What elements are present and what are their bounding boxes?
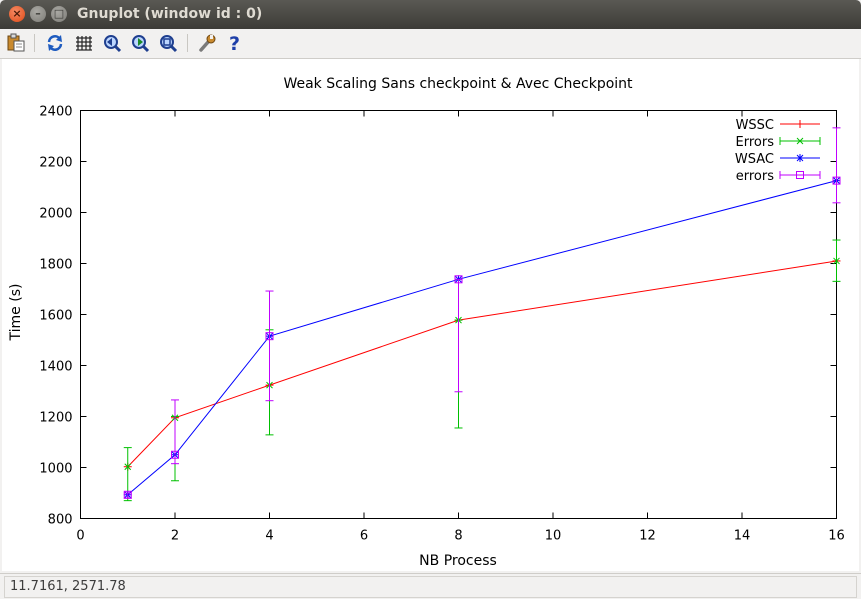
x-axis-label: NB Process	[419, 553, 497, 569]
zoom-next-icon	[132, 35, 150, 53]
close-window-button[interactable]: ×	[9, 6, 25, 22]
legend-marker	[796, 120, 804, 128]
y-tick-label: 2200	[39, 156, 72, 171]
series-errors	[123, 127, 841, 499]
y-tick-label: 800	[48, 513, 73, 528]
title-bar[interactable]: × – □ Gnuplot (window id : 0)	[0, 0, 861, 29]
series-line	[127, 180, 837, 496]
error-bar	[832, 127, 841, 204]
x-tick-label: 4	[265, 529, 273, 544]
data-point	[171, 450, 179, 459]
mouse-coordinates: 11.7161, 2571.78	[10, 579, 126, 594]
chart-svg[interactable]: Weak Scaling Sans checkpoint & Avec Chec…	[2, 59, 859, 571]
status-panel: 11.7161, 2571.78	[4, 576, 857, 598]
plot-area[interactable]: Weak Scaling Sans checkpoint & Avec Chec…	[2, 59, 859, 571]
series-wssc	[123, 256, 841, 471]
series-layer	[123, 127, 841, 502]
legend-label: WSAC	[735, 152, 774, 167]
legend-entry: errors	[736, 169, 821, 184]
help-button[interactable]: ?	[224, 32, 246, 55]
legend-entry: WSSC	[736, 118, 820, 133]
zoom-previous-button[interactable]	[101, 32, 123, 54]
toolbar-separator	[34, 34, 35, 52]
legend-label: WSSC	[736, 118, 774, 133]
data-point	[123, 490, 132, 499]
legend-marker	[796, 137, 804, 145]
y-tick-label: 1600	[39, 309, 72, 324]
x-tick-label: 16	[828, 529, 845, 544]
grid-button[interactable]	[73, 32, 95, 54]
x-tick-label: 0	[76, 529, 84, 544]
x-tick-label: 10	[545, 529, 562, 544]
replot-button[interactable]	[44, 32, 66, 54]
data-point	[124, 463, 132, 471]
y-tick-label: 1800	[39, 258, 72, 273]
series-line	[127, 260, 837, 468]
x-tick-label: 6	[360, 529, 368, 544]
x-tick-label: 12	[639, 529, 656, 544]
autoscale-icon	[160, 35, 178, 53]
copy-clipboard-button[interactable]	[5, 32, 27, 54]
y-tick-label: 1000	[39, 462, 72, 477]
legend-entry: WSAC	[735, 152, 820, 167]
series-wsac	[123, 176, 841, 499]
x-tick-label: 2	[171, 529, 179, 544]
toolbar-separator	[187, 34, 188, 52]
copy-clipboard-icon	[7, 33, 25, 52]
autoscale-button[interactable]	[157, 32, 179, 54]
legend-entry: Errors	[736, 135, 821, 150]
minimize-window-button[interactable]: –	[30, 6, 46, 22]
legend-marker	[796, 154, 804, 162]
replot-icon	[47, 35, 63, 51]
zoom-next-button[interactable]	[129, 32, 151, 54]
y-axis-label: Time (s)	[8, 284, 24, 342]
x-tick-label: 8	[454, 529, 462, 544]
options-button[interactable]	[196, 32, 218, 54]
legend: WSSC Errors WSAC errors	[735, 118, 821, 184]
options-icon	[199, 34, 216, 52]
status-bar: 11.7161, 2571.78	[0, 573, 861, 599]
zoom-previous-icon	[104, 35, 122, 53]
legend-marker	[796, 171, 804, 179]
legend-label: Errors	[736, 135, 775, 150]
series-errors	[123, 239, 841, 502]
data-point	[454, 275, 463, 284]
error-bar	[171, 399, 179, 465]
chart-title: Weak Scaling Sans checkpoint & Avec Chec…	[283, 76, 633, 92]
axes: 0 2 4 6 8 10 12 14 16 800 1000 1200 1400 1600 1800 2000…	[39, 105, 844, 544]
legend-label: errors	[736, 169, 774, 184]
svg-text:?: ?	[229, 33, 240, 54]
data-point	[265, 332, 274, 341]
y-tick-label: 1200	[39, 411, 72, 426]
help-icon: ?	[229, 33, 240, 55]
toolbar: ?	[0, 29, 861, 59]
y-tick-label: 1400	[39, 360, 72, 375]
data-point	[833, 257, 840, 265]
y-tick-label: 2400	[39, 105, 72, 120]
maximize-window-button[interactable]: □	[51, 6, 67, 22]
error-bar	[454, 278, 463, 393]
window-title: Gnuplot (window id : 0)	[77, 6, 263, 22]
data-point	[832, 176, 841, 185]
error-bar	[265, 290, 274, 402]
y-tick-label: 2000	[39, 207, 72, 222]
grid-icon	[76, 36, 92, 51]
x-tick-label: 14	[734, 529, 751, 544]
